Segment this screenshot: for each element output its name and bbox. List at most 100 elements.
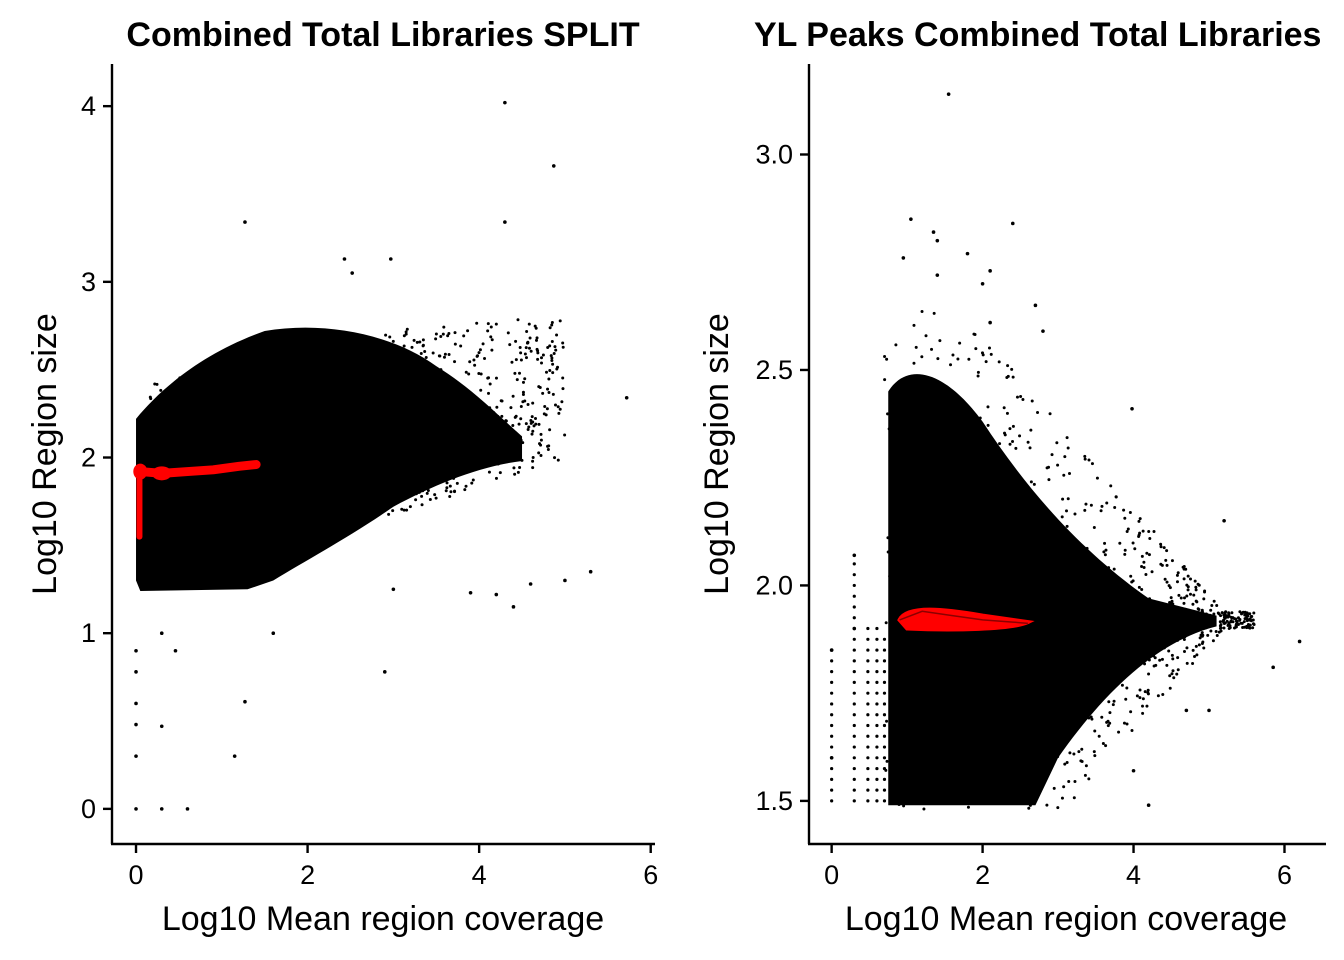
data-point [554,348,558,352]
data-point [339,435,343,439]
data-point [193,397,197,401]
data-point [288,458,292,462]
data-point [475,454,479,458]
data-point [327,384,331,388]
data-point [529,349,533,353]
data-point [946,715,950,719]
data-point [331,472,335,476]
data-point [533,324,537,328]
data-point [431,442,435,446]
data-point [830,659,834,663]
data-point [852,680,856,684]
data-point [852,799,856,803]
data-point [1067,472,1071,476]
data-point [949,466,953,470]
data-point [446,472,450,476]
data-point [1123,516,1127,520]
data-point [1117,730,1121,734]
data-point [997,360,1001,364]
data-point [367,349,371,353]
y-ticks-right: 1.52.02.53.0 [755,139,809,816]
data-point [165,528,169,532]
data-point [1057,603,1061,607]
data-point [555,367,559,371]
data-point [231,551,235,555]
data-point [178,376,182,380]
data-point [185,527,189,531]
data-point [993,667,997,671]
data-point [167,532,171,536]
data-point [866,766,870,771]
data-point [852,637,856,641]
data-point [1201,640,1205,644]
data-point [1028,693,1032,697]
data-point [882,756,887,760]
data-point [235,507,239,511]
data-point [1163,577,1167,581]
data-point [320,448,324,452]
data-point [830,788,834,792]
data-point [1081,610,1085,614]
data-point [519,438,523,442]
data-point [169,461,173,465]
data-point [521,441,525,445]
data-point [350,389,354,393]
data-point [338,491,342,495]
data-point [1064,546,1068,550]
data-point [1125,722,1129,726]
outlier-point [980,281,985,286]
data-point [218,494,222,498]
data-point [472,414,476,418]
data-point [410,345,414,349]
data-point [866,702,870,706]
data-point [181,459,185,463]
data-point [192,536,196,540]
red-contour [151,466,172,481]
data-point [830,777,834,781]
data-point [1055,441,1059,445]
data-point [423,424,427,428]
data-point [927,656,931,660]
data-point [1158,640,1162,644]
data-point [1168,674,1172,678]
data-point [969,787,973,791]
data-point [1083,508,1087,512]
data-point [363,397,367,401]
data-point [334,436,338,440]
data-point [140,447,144,451]
data-point [163,411,167,415]
data-point [1098,588,1102,592]
data-point [531,456,535,460]
data-point [286,486,290,490]
data-point [1005,491,1009,495]
data-point [375,352,379,356]
data-point [328,372,332,376]
data-point [1217,630,1221,634]
data-point [927,753,931,757]
data-point [934,602,938,606]
data-point [830,680,834,684]
data-point [151,404,155,408]
data-point [1159,542,1163,546]
outlier-point [350,271,354,275]
data-point [1051,714,1055,718]
data-point [477,351,481,355]
data-point [322,390,326,394]
outlier-point [909,217,913,221]
data-point [453,342,457,346]
outlier-point [1010,221,1015,226]
data-point [1142,565,1146,569]
data-point [272,407,276,411]
data-point [1165,663,1169,667]
data-point [1118,541,1122,545]
data-point [949,438,953,442]
data-point [242,359,246,363]
data-point [882,745,887,749]
data-point [521,380,525,384]
data-point [1089,577,1093,581]
data-point [381,451,385,455]
data-point [424,355,428,359]
data-point [266,354,270,358]
data-point [213,539,217,543]
